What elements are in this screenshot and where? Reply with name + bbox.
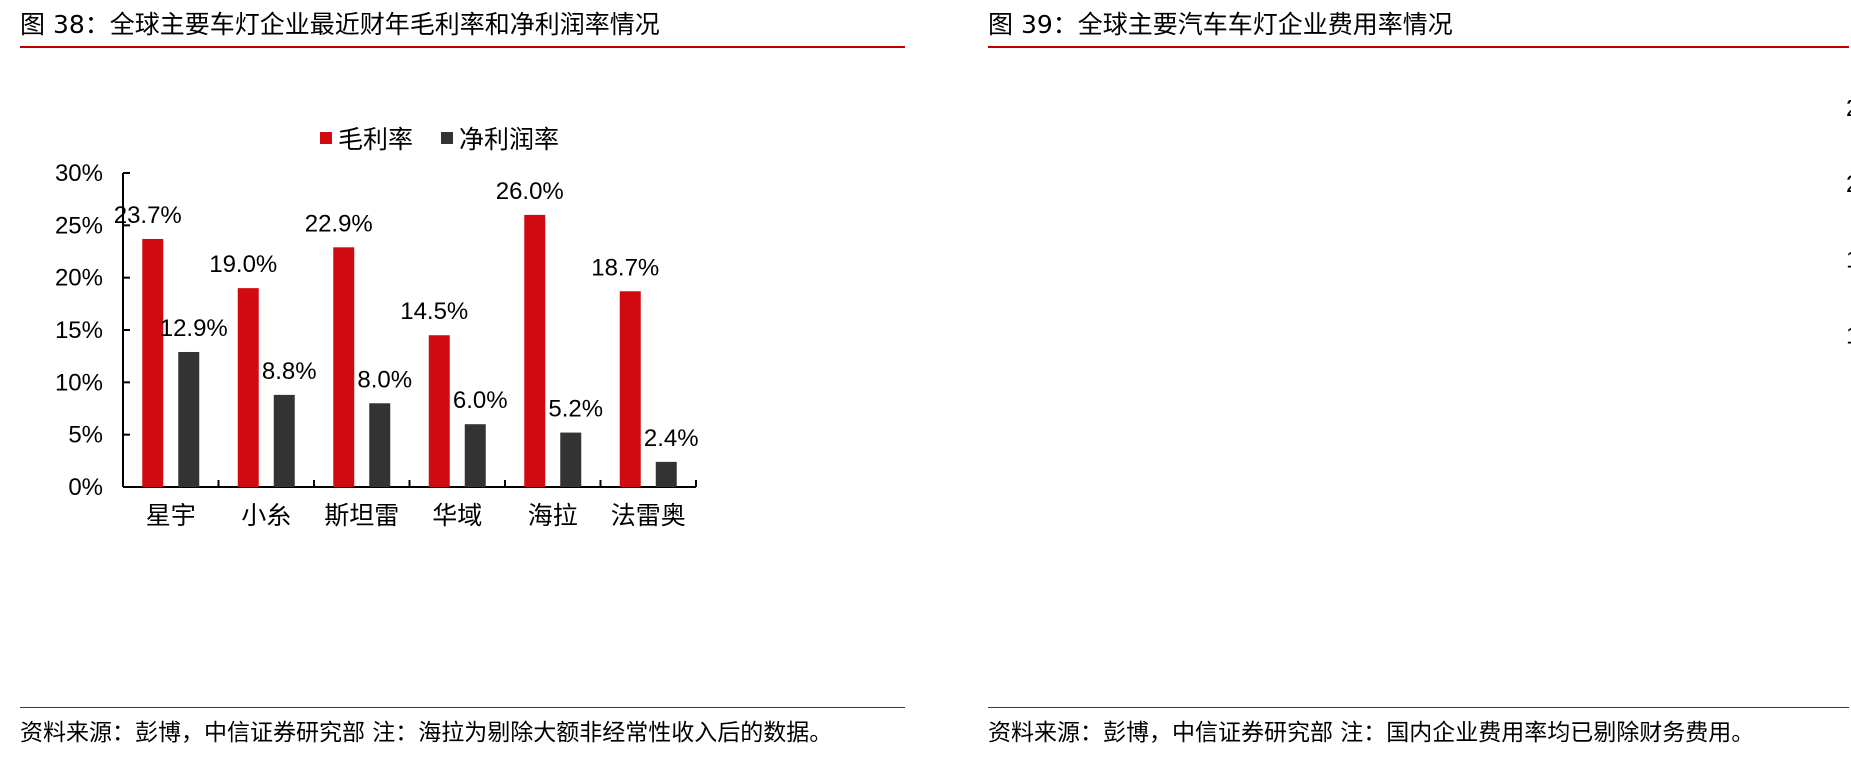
left-title-rule: [20, 46, 905, 48]
category-label: 华域: [432, 502, 482, 530]
bar: [619, 291, 641, 487]
y-tick-label: 30%: [55, 160, 103, 187]
left-chart-legend: 毛利率 净利润率: [320, 120, 587, 156]
data-label: 14.5%: [400, 298, 468, 325]
left-figure-panel: 图 38：全球主要车灯企业最近财年毛利率和净利润率情况 毛利率 净利润率 0% 5…: [0, 0, 905, 784]
legend-swatch-net-margin: [441, 132, 454, 144]
bar: [273, 394, 295, 487]
left-figure-title: 图 38：全球主要车灯企业最近财年毛利率和净利润率情况: [20, 10, 660, 39]
bar: [655, 461, 677, 487]
bar: [428, 335, 450, 487]
data-label: 12.9%: [160, 315, 228, 342]
data-label: 19.0%: [209, 251, 277, 278]
data-label: 18.7%: [591, 254, 659, 281]
data-label: 8.0%: [357, 366, 412, 393]
data-label: 8.8%: [262, 358, 317, 385]
y-tick-label: 15%: [55, 317, 103, 344]
right-figure-title: 图 39：全球主要汽车车灯企业费用率情况: [988, 10, 1453, 39]
bar: [178, 351, 200, 487]
bar: [524, 214, 546, 487]
y-tick-label: 20%: [1846, 171, 1851, 198]
category-label: 斯坦雷: [324, 502, 399, 530]
legend-label-net-margin: 净利润率: [459, 125, 560, 154]
bar: [333, 247, 355, 487]
data-label: 26.0%: [496, 178, 564, 205]
data-label: 5.2%: [548, 396, 603, 423]
y-tick-label: 15%: [1846, 247, 1851, 274]
bar: [464, 424, 486, 487]
left-bar-chart: 0% 5% 10% 15% 20% 25% 30% 星宇 小糸 斯坦雷 华域 海拉 法雷奥 23.7% 19…: [55, 160, 699, 530]
y-tick-label: 20%: [55, 265, 103, 292]
bar: [369, 403, 391, 487]
data-label: 6.0%: [453, 387, 508, 414]
bar: [237, 288, 259, 487]
y-tick-label: 25%: [55, 212, 103, 239]
data-label: 2.4%: [644, 425, 699, 452]
right-source-note: 资料来源：彭博，中信证券研究部 注：国内企业费用率均已剔除财务费用。: [988, 720, 1755, 746]
right-figure-panel: 图 39：全球主要汽车车灯企业费用率情况 0%5%10%15%20%25%海拉法…: [968, 0, 1851, 784]
bar: [560, 432, 582, 487]
left-source-note: 资料来源：彭博，中信证券研究部 注：海拉为剔除大额非经常性收入后的数据。: [20, 720, 833, 746]
y-tick-label: 10%: [55, 369, 103, 396]
y-tick-label: 5%: [68, 422, 103, 449]
right-source-rule: [988, 707, 1849, 708]
y-tick-label: 25%: [1846, 100, 1851, 122]
legend-item-net-margin: 净利润率: [441, 120, 559, 156]
y-tick-label: 0%: [68, 474, 103, 501]
right-title-rule: [988, 46, 1849, 48]
category-label: 海拉: [528, 502, 578, 530]
category-label: 法雷奥: [611, 502, 686, 530]
left-source-rule: [20, 707, 905, 708]
category-label: 小糸: [241, 502, 291, 530]
legend-item-gross-margin: 毛利率: [320, 120, 413, 156]
right-bar-chart: 0%5%10%15%20%25%海拉法雷奥华域斯坦雷星宇小糸19.8%13.2%…: [1846, 100, 1851, 349]
legend-swatch-gross-margin: [320, 132, 332, 144]
y-tick-label: 10%: [1846, 322, 1851, 349]
legend-label-gross-margin: 毛利率: [338, 125, 414, 154]
bar: [142, 238, 164, 487]
data-label: 22.9%: [305, 210, 373, 237]
category-label: 星宇: [146, 502, 196, 530]
data-label: 23.7%: [114, 202, 182, 229]
